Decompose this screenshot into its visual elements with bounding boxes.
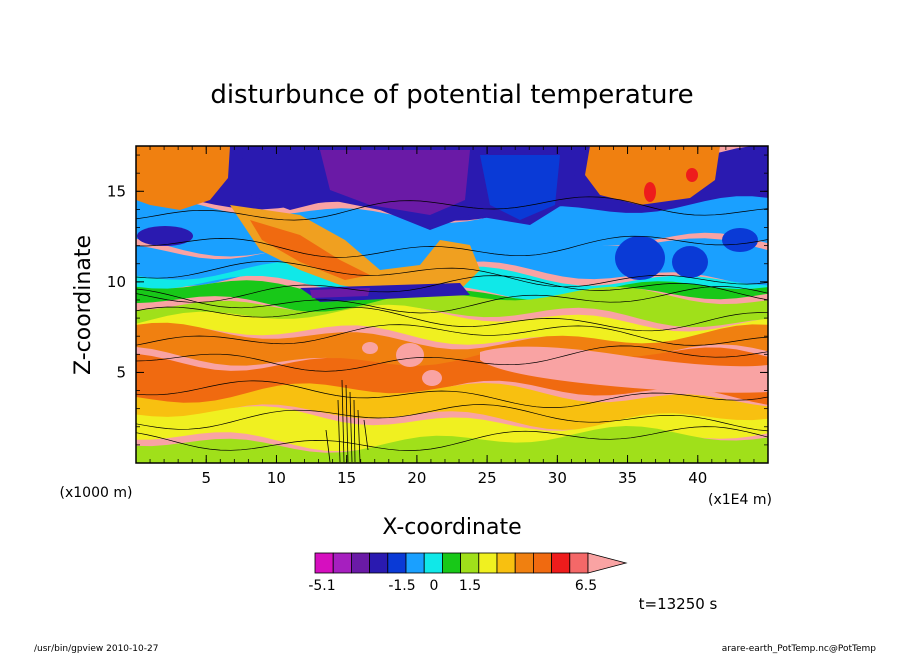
band-orange — [136, 304, 768, 349]
colorbar-labels: -5.1 -1.5 0 1.5 6.5 — [308, 578, 597, 594]
x-tick-label: 15 — [337, 469, 356, 487]
plot-area — [136, 146, 768, 463]
colorbar-swatch — [332, 552, 352, 574]
chart-title: disturbunce of potential temperature — [210, 80, 693, 110]
y-tick-label: 10 — [107, 273, 126, 291]
footer-left: /usr/bin/gpview 2010-10-27 — [34, 644, 158, 654]
colorbar-swatch — [405, 552, 425, 574]
colorbar-arrow — [587, 552, 628, 574]
y-tick-label: 15 — [107, 182, 126, 200]
colorbar-swatch — [460, 552, 480, 574]
colorbar-swatch — [569, 552, 589, 574]
x-tick-label: 25 — [478, 469, 497, 487]
right-blue-blob — [615, 236, 665, 280]
colorbar-swatch — [533, 552, 553, 574]
contour-line-5 — [136, 324, 768, 346]
colorbar-swatch — [387, 552, 407, 574]
time-label: t=13250 s — [639, 595, 718, 613]
x-tick-label: 35 — [618, 469, 637, 487]
colorbar-swatch — [551, 552, 571, 574]
footer-right: arare-earth_PotTemp.nc@PotTemp — [722, 644, 877, 654]
x-tick-label: 20 — [407, 469, 426, 487]
x-axis-title: X-coordinate — [382, 515, 521, 540]
colorbar-swatch — [423, 552, 443, 574]
band-orange — [136, 406, 768, 452]
colorbar-swatch — [369, 552, 389, 574]
contour-line-10 — [136, 235, 768, 258]
colorbar-tick-label: -5.1 — [308, 578, 335, 594]
y-tick-label: 5 — [116, 363, 126, 381]
colorbar-tick-label: 1.5 — [459, 578, 481, 594]
colorbar-swatch — [441, 552, 461, 574]
colorbar-tick-label: -1.5 — [388, 578, 415, 594]
right-warm-blob — [585, 146, 720, 205]
x-tick-label: 5 — [201, 469, 211, 487]
contour-line-1 — [136, 426, 768, 451]
x-tick-label: 10 — [267, 469, 286, 487]
pink-patch-2 — [422, 370, 442, 386]
right-red-spot — [644, 182, 656, 202]
contour-line-9 — [136, 260, 768, 288]
left-blue-spot — [137, 226, 193, 246]
upper-structures — [136, 146, 768, 463]
contour-line-2 — [136, 404, 768, 432]
mid-purple-streak — [310, 288, 370, 298]
colorbar-swatch — [496, 552, 516, 574]
x-scale-label: (x1E4 m) — [708, 492, 772, 508]
plot-frame — [135, 145, 769, 464]
colorbar-tick-label: 6.5 — [575, 578, 597, 594]
left-warm-blob — [136, 146, 230, 210]
band-red — [136, 383, 768, 430]
colorbar-swatch — [514, 552, 534, 574]
contour-line-4 — [136, 345, 768, 372]
colorbar-tick-label: 0 — [430, 578, 439, 594]
turbulence-column — [325, 379, 369, 463]
contour-lines — [136, 196, 768, 451]
right-blue-blob-3 — [722, 228, 758, 252]
contour-line-8 — [136, 275, 768, 303]
band-orange-yellow — [136, 286, 768, 328]
y-axis-title: Z-coordinate — [71, 235, 96, 375]
colorbar-swatch — [350, 552, 370, 574]
mid-warm-tongue — [230, 205, 480, 295]
colorbar — [314, 552, 628, 574]
x-axis: 5 10 15 20 25 30 35 40 — [149, 146, 755, 487]
x-tick-label: 30 — [548, 469, 567, 487]
pink-lens-right — [480, 346, 768, 393]
x-tick-label: 40 — [688, 469, 707, 487]
right-blue-blob-2 — [672, 246, 708, 278]
contour-line-11 — [136, 196, 768, 221]
contour-line-7 — [136, 286, 768, 314]
y-axis: 5 10 15 — [107, 154, 768, 446]
colorbar-swatch — [478, 552, 498, 574]
contour-line-6 — [136, 306, 768, 332]
x-unit-label: (x1000 m) — [60, 485, 133, 501]
upper-dark-blue-region — [480, 155, 560, 220]
upper-purple-region — [320, 150, 470, 215]
pink-patch-3 — [362, 342, 378, 354]
mid-orange-tongue — [250, 220, 370, 280]
right-red-spot-2 — [686, 168, 698, 182]
pink-patch-1 — [396, 343, 424, 367]
contour-line-3 — [136, 380, 768, 408]
colorbar-swatch — [314, 552, 334, 574]
